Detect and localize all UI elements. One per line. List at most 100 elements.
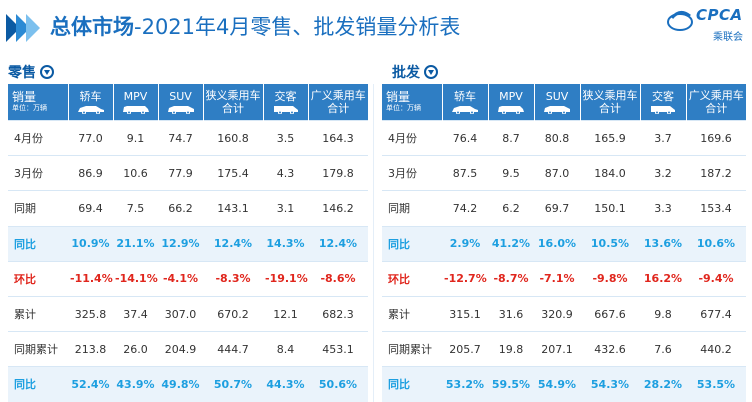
col-header-mpv: MPV — [113, 84, 159, 121]
table-cell: 12.4% — [203, 225, 263, 262]
table-cell: 670.2 — [203, 295, 263, 332]
table-cell: 7.6 — [640, 331, 686, 367]
row-label: 同比 — [8, 225, 68, 262]
retail-section-label: 零售 — [8, 62, 54, 82]
table-cell: -8.3% — [203, 260, 263, 297]
table-header-row: 销量 单位：万辆 轿车 MPV SUV 狭义乘用车合计 交客 广义乘用车合计 — [8, 84, 368, 121]
table-cell: 8.4 — [263, 331, 308, 367]
table-cell: 143.1 — [203, 190, 263, 227]
col-label: MPV — [499, 90, 523, 103]
table-cell: 9.5 — [488, 155, 534, 191]
table-cell: 3.3 — [640, 190, 686, 227]
section-divider — [373, 84, 374, 402]
table-cell: 21.1% — [113, 225, 158, 262]
table-cell: 54.9% — [534, 366, 580, 402]
table-cell: -11.4% — [68, 260, 113, 297]
table-cell: 80.8 — [534, 119, 580, 156]
table-cell: 667.6 — [580, 295, 640, 332]
logo-subtext: 乘联会 — [713, 32, 743, 43]
wholesale-label: 批发 — [392, 65, 420, 81]
col-header-suv: SUV — [158, 84, 204, 121]
row-label: 同期 — [382, 190, 442, 227]
row-label: 同期 — [8, 190, 68, 227]
table-cell: 682.3 — [308, 295, 368, 332]
page-title-rest: -2021年4月零售、批发销量分析表 — [134, 15, 461, 39]
down-arrow-icon — [40, 65, 54, 79]
table-cell: -8.6% — [308, 260, 368, 297]
table-cell: 10.6 — [113, 155, 158, 191]
table-cell: -12.7% — [442, 260, 488, 297]
table-cell: 213.8 — [68, 331, 113, 367]
suv-icon — [544, 106, 570, 114]
table-cell: 164.3 — [308, 119, 368, 156]
minivan-icon — [273, 106, 298, 114]
cpca-logo-icon — [667, 11, 693, 31]
table-cell: -9.8% — [580, 260, 640, 297]
col-header-crossover: 交客 — [263, 84, 309, 121]
col-header-narrow-total: 狭义乘用车合计 — [203, 84, 264, 121]
retail-table: 销量 单位：万辆 轿车 MPV SUV 狭义乘用车合计 交客 广义乘用车合计 4… — [8, 84, 368, 402]
table-cell: 37.4 — [113, 295, 158, 332]
table-cell: 440.2 — [686, 331, 746, 367]
col-label: MPV — [123, 90, 148, 103]
table-cell: 207.1 — [534, 331, 580, 367]
table-cell: 50.6% — [308, 366, 368, 402]
col-header-broad-total: 广义乘用车合计 — [686, 84, 746, 121]
col-label: 交客 — [652, 90, 674, 103]
col-label: 交客 — [274, 90, 297, 103]
wholesale-table: 销量 单位：万辆 轿车 MPV SUV 狭义乘用车合计 交客 广义乘用车合计 4… — [382, 84, 746, 402]
table-row: 同比 52.4% 43.9% 49.8% 50.7% 44.3% 50.6% — [8, 366, 368, 402]
table-cell: 315.1 — [442, 295, 488, 332]
col-label: 轿车 — [454, 90, 476, 103]
row-label: 4月份 — [8, 119, 68, 156]
table-row: 3月份 87.5 9.5 87.0 184.0 3.2 187.2 — [382, 155, 746, 191]
table-cell: 160.8 — [203, 119, 263, 156]
table-corner-header: 销量 单位：万辆 — [382, 84, 443, 121]
table-cell: 16.2% — [640, 260, 686, 297]
table-cell: 307.0 — [158, 295, 203, 332]
table-cell: 16.0% — [534, 225, 580, 262]
table-cell: -7.1% — [534, 260, 580, 297]
col-label: SUV — [545, 90, 569, 103]
sedan-icon — [77, 106, 104, 114]
retail-label: 零售 — [8, 65, 36, 81]
table-cell: 31.6 — [488, 295, 534, 332]
table-cell: 453.1 — [308, 331, 368, 367]
table-row: 同比 10.9% 21.1% 12.9% 12.4% 14.3% 12.4% — [8, 225, 368, 262]
page-title-bold: 总体市场 — [50, 15, 134, 39]
table-cell: 8.7 — [488, 119, 534, 156]
table-cell: 74.2 — [442, 190, 488, 227]
corner-label: 销量 — [386, 90, 411, 104]
table-cell: -14.1% — [113, 260, 158, 297]
table-cell: 49.8% — [158, 366, 203, 402]
row-label: 同期累计 — [382, 331, 442, 367]
table-cell: -19.1% — [263, 260, 308, 297]
table-cell: 9.1 — [113, 119, 158, 156]
row-label: 环比 — [8, 260, 68, 297]
row-label: 同比 — [382, 366, 442, 402]
table-cell: 53.2% — [442, 366, 488, 402]
row-label: 4月份 — [382, 119, 442, 156]
table-cell: 87.0 — [534, 155, 580, 191]
sedan-icon — [452, 106, 478, 114]
row-label: 环比 — [382, 260, 442, 297]
table-cell: 205.7 — [442, 331, 488, 367]
table-cell: 432.6 — [580, 331, 640, 367]
table-cell: 3.1 — [263, 190, 308, 227]
table-header-row: 销量 单位：万辆 轿车 MPV SUV 狭义乘用车合计 交客 广义乘用车合计 — [382, 84, 746, 121]
wholesale-section-label: 批发 — [392, 62, 438, 82]
table-cell: 204.9 — [158, 331, 203, 367]
table-row: 同期累计 205.7 19.8 207.1 432.6 7.6 440.2 — [382, 331, 746, 367]
table-row: 4月份 76.4 8.7 80.8 165.9 3.7 169.6 — [382, 119, 746, 156]
col-header-suv: SUV — [534, 84, 581, 121]
table-row: 同期累计 213.8 26.0 204.9 444.7 8.4 453.1 — [8, 331, 368, 367]
table-cell: 3.2 — [640, 155, 686, 191]
table-cell: 150.1 — [580, 190, 640, 227]
row-label: 同比 — [8, 366, 68, 402]
table-cell: 187.2 — [686, 155, 746, 191]
row-label: 累计 — [8, 295, 68, 332]
table-cell: 52.4% — [68, 366, 113, 402]
row-label: 同期累计 — [8, 331, 68, 367]
corner-unit: 单位：万辆 — [386, 104, 421, 112]
col-label: 轿车 — [79, 90, 102, 103]
